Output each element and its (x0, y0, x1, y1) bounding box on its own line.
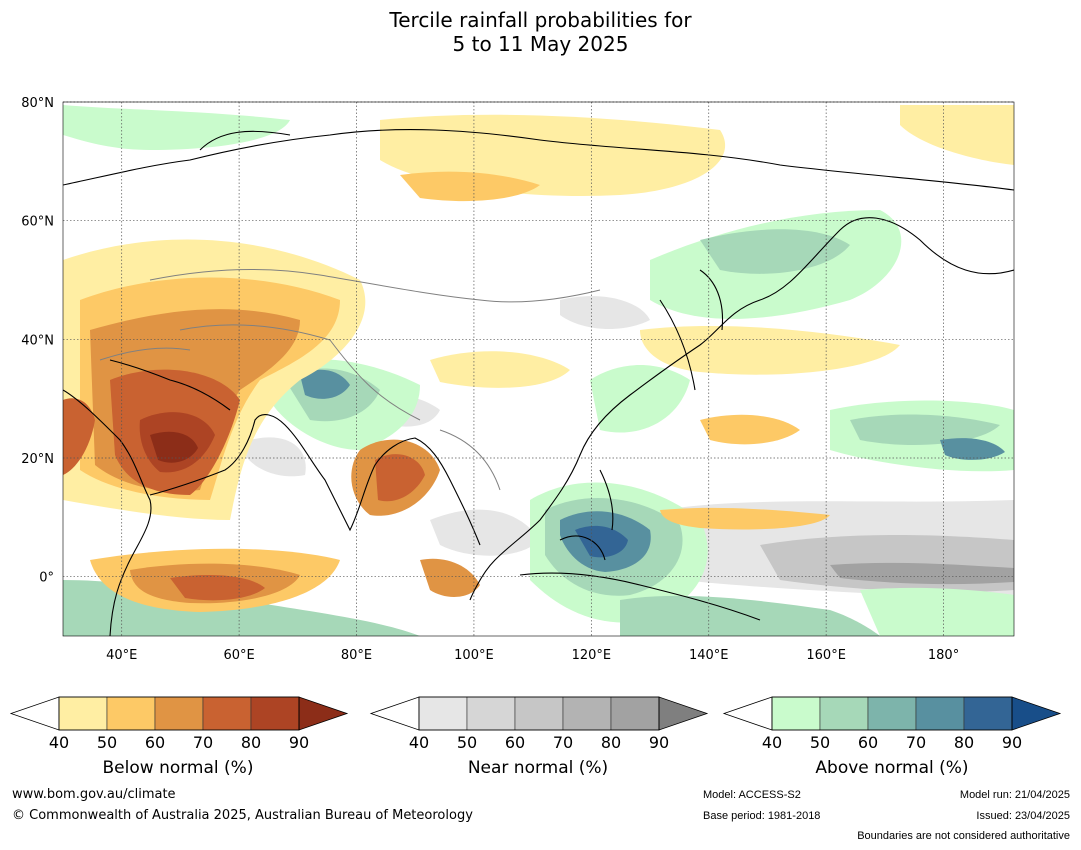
above-normal-region (850, 414, 1000, 445)
latitude-tick-label: 80°N (21, 96, 54, 111)
colorbar-swatch (610, 696, 660, 731)
longitude-tick-label: 160°E (806, 648, 846, 663)
below-normal-region (150, 431, 198, 463)
colorbar-2: 40 50 60 70 80 90 (722, 696, 1062, 752)
below-normal-region (63, 398, 95, 475)
colorbar-swatch (418, 696, 468, 731)
above-normal-region (940, 438, 1005, 460)
longitude-tick-label: 60°E (223, 648, 254, 663)
footer-model-run: Model run: 21/04/2025 (959, 789, 1070, 801)
map-title-line2: 5 to 11 May 2025 (452, 32, 629, 56)
colorbar-swatch (915, 696, 965, 731)
colorbar-tick-label: 60 (858, 733, 878, 752)
colorbar-extend-low (369, 696, 420, 731)
colorbar-tick-label: 80 (241, 733, 261, 752)
colorbar-swatch (562, 696, 612, 731)
above-normal-region (63, 105, 290, 150)
colorbar-tick-label: 90 (649, 733, 669, 752)
map-frame (62, 101, 1015, 637)
near-normal-region (560, 296, 650, 330)
near-normal-colorbar-title: Near normal (%) (467, 758, 609, 778)
latitude-tick-label: 40°N (21, 333, 54, 348)
colorbar-tick-label: 80 (601, 733, 621, 752)
below-normal-colorbar-title: Below normal (%) (102, 758, 254, 778)
latitude-tick-label: 60°N (21, 215, 54, 230)
country-boundaries (99, 269, 601, 491)
colorbar-tick-label: 90 (289, 733, 309, 752)
colorbar-tick-label: 50 (457, 733, 477, 752)
below-normal-region (700, 414, 800, 445)
longitude-tick-label: 100°E (454, 648, 494, 663)
below-normal-region (375, 454, 425, 502)
colorbar-tick-label: 70 (193, 733, 213, 752)
colorbar-swatch (963, 696, 1013, 731)
below-normal-region (640, 325, 900, 375)
colorbar-tick-label: 70 (553, 733, 573, 752)
longitude-tick-label: 80°E (341, 648, 372, 663)
footer-disclaimer: Boundaries are not considered authoritat… (857, 830, 1070, 842)
colorbar-1: 40 50 60 70 80 90 (369, 696, 709, 752)
colorbar-swatch (466, 696, 516, 731)
colorbar-0: 40 50 60 70 80 90 (9, 696, 349, 752)
colorbar-extend-low (9, 696, 60, 731)
colorbar-swatch (819, 696, 869, 731)
longitude-labels: 40°E 60°E 80°E 100°E 120°E 140°E 160°E 180° (106, 648, 959, 663)
footer-base-period: Base period: 1981-2018 (703, 810, 821, 822)
colorbar-swatch (250, 696, 300, 731)
footer-url: www.bom.gov.au/climate (12, 787, 176, 802)
footer-issued: Issued: 23/04/2025 (976, 810, 1070, 822)
colorbar-swatch (154, 696, 204, 731)
colorbar-extend-high (298, 696, 349, 731)
colorbars: 40 50 60 70 80 90 40 50 60 70 80 90 40 50 60 70 80 90 (9, 696, 1062, 752)
below-normal-region (400, 171, 540, 202)
latitude-tick-label: 0° (39, 571, 54, 586)
colorbar-tick-label: 90 (1002, 733, 1022, 752)
colorbar-swatch (771, 696, 821, 731)
below-normal-region (420, 558, 480, 597)
below-normal-region (430, 351, 570, 388)
latitude-tick-label: 20°N (21, 452, 54, 467)
footer-copyright: © Commonwealth of Australia 2025, Austra… (12, 808, 473, 823)
above-normal-region (700, 229, 850, 274)
longitude-tick-label: 180° (928, 648, 959, 663)
near-normal-region (830, 562, 1014, 585)
colorbar-tick-label: 80 (954, 733, 974, 752)
colorbar-tick-label: 50 (810, 733, 830, 752)
colorbar-swatch (514, 696, 564, 731)
colorbar-swatch (202, 696, 252, 731)
below-normal-region (660, 507, 830, 530)
below-normal-region (900, 105, 1014, 165)
colorbar-swatch (867, 696, 917, 731)
colorbar-tick-label: 50 (97, 733, 117, 752)
above-normal-region (300, 369, 350, 399)
above-normal-colorbar-title: Above normal (%) (815, 758, 969, 778)
below-normal-region (170, 575, 265, 601)
colorbar-extend-high (1011, 696, 1062, 731)
colorbar-swatch (106, 696, 156, 731)
colorbar-tick-label: 60 (145, 733, 165, 752)
longitude-tick-label: 40°E (106, 648, 137, 663)
colorbar-tick-label: 40 (762, 733, 782, 752)
above-normal-region (860, 587, 1014, 636)
longitude-tick-label: 140°E (689, 648, 729, 663)
colorbar-extend-high (658, 696, 709, 731)
colorbar-tick-label: 40 (409, 733, 429, 752)
colorbar-extend-low (722, 696, 773, 731)
colorbar-tick-label: 60 (505, 733, 525, 752)
colorbar-tick-label: 40 (49, 733, 69, 752)
latitude-labels: 80°N 60°N 40°N 20°N 0° (21, 96, 54, 586)
near-normal-region (245, 437, 306, 477)
map-title-line1: Tercile rainfall probabilities for (389, 8, 692, 32)
longitude-tick-label: 120°E (572, 648, 612, 663)
coastlines (63, 129, 1014, 636)
above-normal-region (575, 525, 628, 558)
footer-model: Model: ACCESS-S2 (703, 789, 801, 801)
colorbar-swatch (58, 696, 108, 731)
above-normal-region (590, 365, 690, 433)
colorbar-tick-label: 70 (906, 733, 926, 752)
probability-field (63, 105, 1014, 636)
